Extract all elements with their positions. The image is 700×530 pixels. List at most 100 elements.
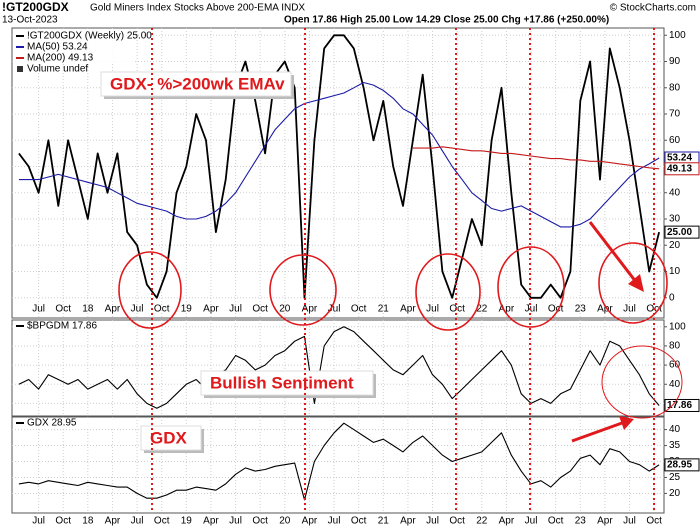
y-tick-label: 90 — [669, 56, 681, 67]
x-tick-label: Apr — [203, 304, 219, 315]
x-tick-label: 19 — [181, 516, 193, 527]
series-line — [18, 326, 660, 409]
x-tick-label: Oct — [252, 516, 268, 527]
legend-bg — [14, 42, 134, 53]
value-box — [664, 458, 700, 472]
panel: 0102030405060708090100JulOct18AprJulOct1… — [11, 27, 700, 319]
x-tick-label: Jul — [328, 304, 341, 315]
x-tick-label: Jul — [426, 516, 439, 527]
x-tick-label: 20 — [279, 304, 291, 315]
x-tick-label: Apr — [597, 304, 613, 315]
x-tick-label: Apr — [400, 304, 416, 315]
x-tick-label: Apr — [203, 516, 219, 527]
x-tick-label: 19 — [181, 304, 193, 315]
last-value-label: 25.00 — [667, 227, 692, 238]
annotations-overlay — [118, 28, 683, 513]
annotation: GDX — [150, 428, 188, 447]
x-tick-label: Jul — [229, 516, 242, 527]
x-tick-label: Oct — [449, 304, 465, 315]
x-tick-label: Apr — [302, 516, 318, 527]
y-tick-label: 30 — [669, 214, 681, 225]
x-tick-label: Apr — [499, 516, 515, 527]
x-tick-label: Jul — [131, 516, 144, 527]
y-tick-label: 100 — [669, 321, 686, 332]
y-tick-label: 100 — [669, 30, 686, 41]
series-line — [18, 34, 660, 299]
legend-bg — [14, 53, 134, 64]
y-tick-label: 80 — [669, 341, 681, 352]
quote: Open 17.86 High 25.00 Low 14.29 Close 25… — [284, 15, 609, 26]
legend-label: !GT200GDX (Weekly) 25.00 — [27, 31, 152, 42]
x-tick-label: Oct — [55, 304, 71, 315]
legend-label: MA(50) 53.24 — [27, 42, 88, 53]
x-tick-label: Oct — [449, 516, 465, 527]
annotation: Bullish Sentiment — [210, 373, 354, 392]
x-tick-label: Oct — [548, 516, 564, 527]
y-tick-label: 10 — [669, 266, 681, 277]
x-tick-label: Oct — [646, 516, 662, 527]
x-tick-label: Apr — [105, 516, 121, 527]
last-value-label: 28.95 — [667, 460, 692, 471]
series-line — [18, 422, 660, 501]
circle — [415, 253, 481, 331]
x-tick-label: 20 — [279, 516, 291, 527]
panel-frame — [11, 319, 665, 417]
x-tick-label: Jul — [525, 516, 538, 527]
legend-bg — [14, 321, 134, 332]
x-tick-label: 21 — [378, 516, 390, 527]
x-tick-label: Oct — [351, 516, 367, 527]
last-value-label: 17.86 — [667, 400, 692, 411]
x-tick-label: Jul — [623, 304, 636, 315]
x-tick-label: Oct — [351, 304, 367, 315]
legend-label: MA(200) 49.13 — [27, 53, 94, 64]
legend-swatch — [17, 66, 23, 72]
x-tick-label: Apr — [302, 304, 318, 315]
symbol: !GT200GDX — [2, 0, 69, 14]
y-tick-label: 20 — [669, 240, 681, 251]
x-tick-label: Oct — [252, 304, 268, 315]
x-tick-label: Jul — [328, 516, 341, 527]
value-box — [664, 398, 700, 412]
circle — [118, 251, 182, 329]
x-tick-label: Oct — [154, 304, 170, 315]
y-tick-label: 80 — [669, 82, 681, 93]
arrow — [571, 421, 623, 443]
legend-bg — [14, 418, 134, 429]
annotation: GDX- %>200wk EMAv — [110, 74, 285, 93]
y-tick-label: 40 — [669, 187, 681, 198]
x-tick-label: Jul — [32, 516, 45, 527]
x-tick-label: Jul — [623, 516, 636, 527]
x-tick-label: Jul — [229, 304, 242, 315]
x-tick-label: Oct — [55, 516, 71, 527]
circle — [497, 246, 565, 328]
legend-label: GDX 28.95 — [27, 418, 77, 429]
legend-label: $BPGDM 17.86 — [27, 321, 97, 332]
legend-label: Volume undef — [27, 64, 88, 75]
x-tick-label: Apr — [499, 304, 515, 315]
x-tick-label: 18 — [82, 516, 94, 527]
x-tick-label: 21 — [378, 304, 390, 315]
y-tick-label: 35 — [669, 440, 681, 451]
y-tick-label: 25 — [669, 472, 681, 483]
copyright: © StockCharts.com — [610, 3, 696, 14]
panel-frame — [11, 416, 665, 514]
series-line — [18, 81, 660, 228]
x-tick-label: Jul — [32, 304, 45, 315]
circle — [601, 345, 683, 419]
y-tick-label: 40 — [669, 379, 681, 390]
x-tick-label: Apr — [597, 516, 613, 527]
arrow-head — [619, 416, 634, 430]
x-tick-label: Jul — [131, 304, 144, 315]
panels: 0102030405060708090100JulOct18AprJulOct1… — [11, 27, 700, 527]
arrow-head — [628, 274, 644, 292]
y-tick-label: 40 — [669, 424, 681, 435]
last-value-label: 49.13 — [667, 163, 692, 174]
x-tick-label: 22 — [476, 304, 488, 315]
annotation-box — [100, 71, 292, 97]
circle — [598, 242, 668, 324]
circle — [269, 254, 337, 326]
x-tick-label: 23 — [575, 516, 587, 527]
arrows — [571, 221, 644, 443]
